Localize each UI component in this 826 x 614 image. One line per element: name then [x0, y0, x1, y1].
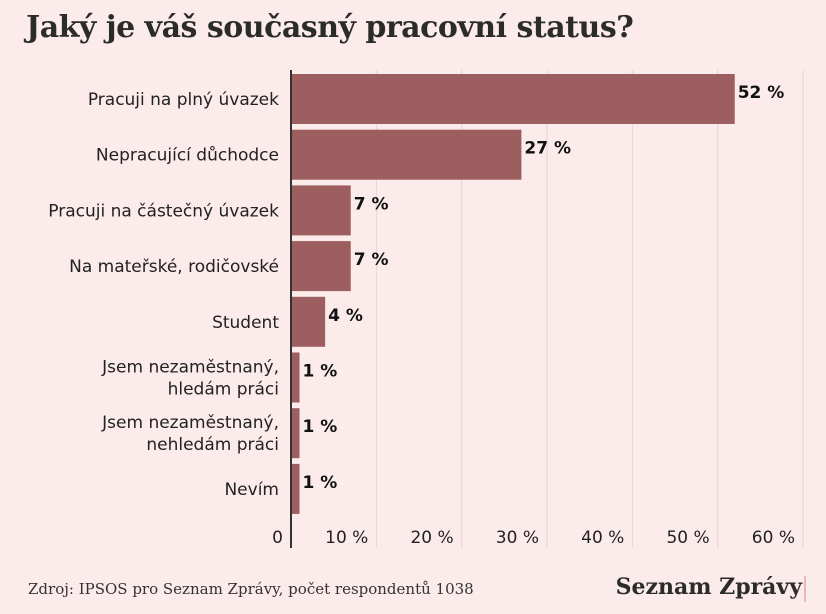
category-label: Jsem nezaměstnaný, hledám práci — [101, 358, 279, 400]
value-label: 1 % — [303, 362, 338, 382]
value-label: 7 % — [354, 250, 389, 270]
category-label: Jsem nezaměstnaný, nehledám práci — [101, 413, 279, 455]
bar — [291, 463, 300, 514]
bar — [291, 241, 351, 292]
value-label: 7 % — [354, 194, 389, 214]
brand-accent — [804, 576, 806, 602]
bar — [291, 129, 522, 180]
brand-logo: Seznam Zprávy — [615, 574, 802, 600]
x-tick-label: 30 % — [496, 528, 539, 548]
bar — [291, 74, 735, 124]
category-label: Pracuji na plný úvazek — [88, 90, 279, 110]
bar — [291, 296, 326, 347]
category-labels: Pracuji na plný úvazek Nepracující důchod… — [48, 90, 279, 500]
x-tick-label: 40 % — [581, 528, 624, 548]
x-axis-ticks: 0 10 % 20 % 30 % 40 % 50 % 60 % — [272, 528, 795, 548]
category-label: Pracuji na částečný úvazek — [48, 201, 279, 221]
x-tick-label: 50 % — [666, 528, 709, 548]
bar — [291, 185, 351, 236]
value-label: 52 % — [738, 83, 785, 103]
bar — [291, 352, 300, 403]
x-tick-label: 10 % — [325, 528, 368, 548]
chart-title: Jaký je váš současný pracovní status? — [26, 10, 634, 45]
source-note: Zdroj: IPSOS pro Seznam Zprávy, počet re… — [28, 580, 474, 598]
value-label: 1 % — [303, 473, 338, 493]
x-tick-label: 20 % — [410, 528, 453, 548]
category-label: Nevím — [224, 480, 279, 500]
value-label: 27 % — [524, 139, 571, 159]
bar — [291, 408, 300, 459]
value-labels: 52 % 27 % 7 % 7 % 4 % 1 % 1 % 1 % — [303, 83, 785, 493]
category-label: Nepracující důchodce — [96, 146, 279, 166]
category-label: Na mateřské, rodičovské — [69, 257, 279, 277]
bars — [291, 74, 735, 514]
value-label: 4 % — [328, 306, 363, 326]
category-label: Student — [212, 313, 279, 333]
x-tick-label: 60 % — [752, 528, 795, 548]
x-tick-label: 0 — [272, 528, 283, 548]
value-label: 1 % — [303, 417, 338, 437]
